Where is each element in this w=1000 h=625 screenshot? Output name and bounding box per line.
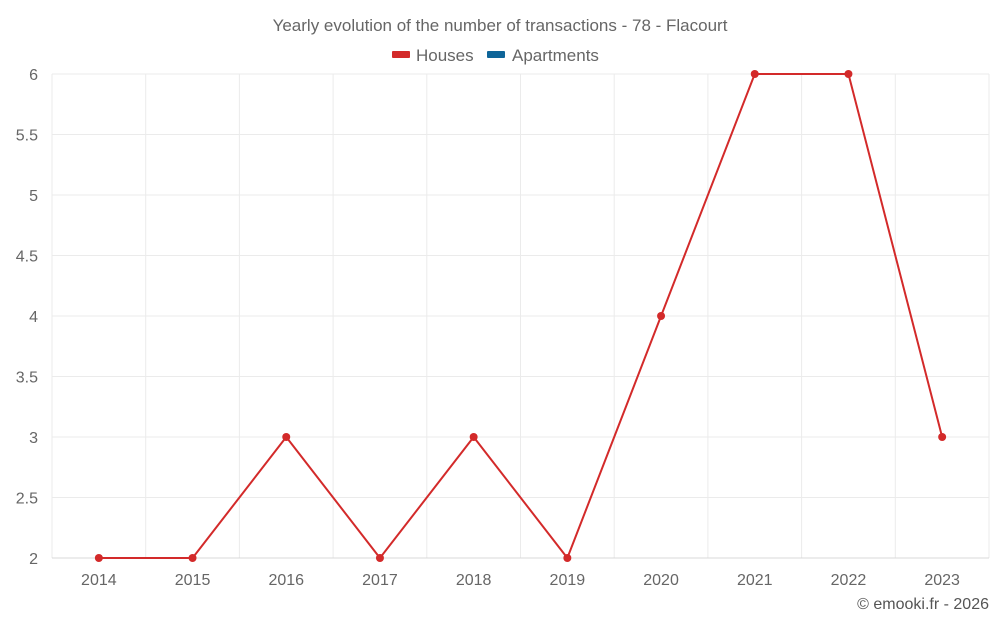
y-tick-label: 5	[29, 188, 38, 205]
x-tick-label: 2016	[268, 572, 304, 589]
x-tick-label: 2017	[362, 572, 398, 589]
data-point-houses-2022[interactable]	[844, 70, 853, 78]
x-tick-label: 2023	[924, 572, 960, 589]
data-point-houses-2019[interactable]	[563, 554, 572, 562]
legend-label-apartments: Apartments	[512, 46, 599, 65]
data-point-houses-2014[interactable]	[94, 554, 103, 562]
y-tick-label: 2	[29, 551, 38, 568]
grid	[51, 73, 990, 559]
y-tick-label: 4.5	[16, 249, 38, 266]
data-point-houses-2023[interactable]	[938, 433, 947, 441]
y-tick-label: 2.5	[16, 491, 38, 508]
legend-item-houses[interactable]: Houses	[392, 46, 474, 65]
credit-text: © emooki.fr - 2026	[857, 596, 989, 613]
x-tick-label: 2015	[175, 572, 211, 589]
legend-swatch-houses	[392, 51, 410, 58]
x-tick-label: 2014	[81, 572, 117, 589]
y-tick-label: 3.5	[16, 370, 38, 387]
x-tick-label: 2018	[456, 572, 492, 589]
data-point-houses-2021[interactable]	[750, 70, 759, 78]
legend: Houses Apartments	[392, 46, 599, 65]
legend-item-apartments[interactable]: Apartments	[487, 46, 599, 65]
data-point-houses-2017[interactable]	[375, 554, 384, 562]
y-tick-label: 4	[29, 309, 38, 326]
legend-swatch-apartments	[487, 51, 505, 58]
data-point-houses-2020[interactable]	[657, 312, 666, 320]
y-tick-label: 5.5	[16, 128, 38, 145]
data-point-houses-2018[interactable]	[469, 433, 478, 441]
data-point-houses-2016[interactable]	[282, 433, 291, 441]
x-tick-label: 2022	[831, 572, 867, 589]
axes: 2 2.5 3 3.5 4 4.5 5 5.5 6 2014 2015 2016 2017 2018 201…	[16, 67, 989, 589]
series-layer	[94, 70, 947, 562]
x-tick-label: 2021	[737, 572, 773, 589]
data-point-houses-2015[interactable]	[188, 554, 197, 562]
chart-title: Yearly evolution of the number of transa…	[273, 16, 728, 35]
y-tick-label: 3	[29, 430, 38, 447]
legend-label-houses: Houses	[416, 46, 474, 65]
series-line-houses	[98, 73, 944, 559]
y-tick-label: 6	[29, 67, 38, 84]
x-tick-label: 2019	[550, 572, 586, 589]
x-tick-label: 2020	[643, 572, 679, 589]
